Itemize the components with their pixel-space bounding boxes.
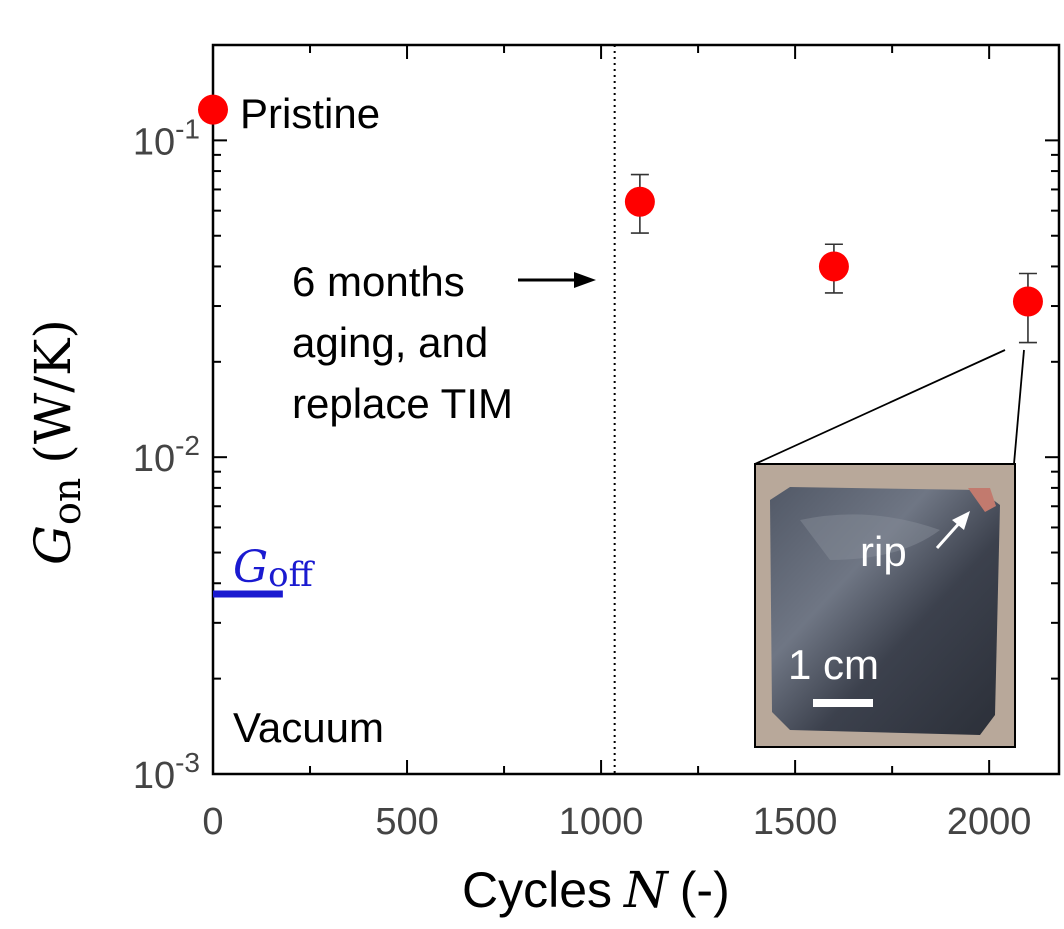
y-tick-label: 10-2: [133, 430, 200, 480]
y-axis-label: Gon (W/K): [24, 319, 89, 565]
inset-copper-tab: [968, 488, 996, 512]
g-off-label-sub: off: [268, 555, 315, 595]
y-tick-label: 10-3: [133, 747, 200, 797]
aging-label-line1: 6 months: [292, 258, 465, 305]
x-axis-label-text: Cycles: [462, 862, 612, 918]
inset-connector-right: [1013, 349, 1025, 465]
g-off-label: Goff: [233, 542, 316, 595]
x-tick-label: 1500: [753, 801, 838, 843]
y-axis-label-sub: on: [45, 478, 89, 525]
plot-frame: [211, 43, 1061, 776]
x-axis-label: Cycles N (-): [462, 861, 730, 919]
x-axis-label-unit: (-): [680, 862, 730, 918]
inset-sample-highlight: [800, 514, 940, 560]
y-tick-label-base: 10: [133, 438, 175, 480]
y-tick-label-base: 10: [133, 755, 175, 797]
x-tick-label: 500: [375, 801, 438, 843]
data-point: [818, 251, 849, 282]
data-point: [1012, 286, 1043, 317]
y-tick-label: 10-1: [133, 113, 200, 163]
y-axis-label-unit: (W/K): [24, 319, 82, 464]
inset-connector-left: [754, 349, 1006, 465]
x-tick-labels: 0 500 1000 1500 2000: [202, 801, 1031, 843]
y-tick-label-exponent: -3: [175, 747, 200, 778]
rip-arrow: [935, 511, 970, 549]
x-tick-label: 0: [202, 801, 223, 843]
y-tick-label-exponent: -2: [175, 430, 200, 461]
data-point: [198, 94, 228, 125]
y-tick-label-base: 10: [133, 121, 175, 163]
scale-bar-label: 1 cm: [788, 641, 879, 688]
axis-ticks: [212, 44, 1059, 775]
rip-label: rip: [860, 528, 907, 575]
inset-sample: [770, 487, 1000, 735]
y-axis-label-var: G: [24, 525, 82, 565]
aging-label-line2: aging, and: [292, 319, 488, 366]
aging-arrow: [518, 272, 596, 288]
pristine-label: Pristine: [240, 90, 380, 137]
inset-frame: [754, 463, 1016, 748]
vacuum-label: Vacuum: [233, 704, 384, 751]
inset-photo: rip 1 cm: [754, 463, 1016, 748]
aging-label-line3: replace TIM: [292, 380, 513, 427]
x-tick-label: 1000: [559, 801, 644, 843]
g-off-label-var: G: [233, 542, 268, 593]
y-tick-label-exponent: -1: [175, 113, 200, 144]
x-axis-label-var: N: [623, 861, 670, 919]
y-tick-labels: 10-310-210-1: [133, 113, 200, 797]
data-point: [624, 186, 655, 217]
x-tick-label: 2000: [947, 801, 1032, 843]
